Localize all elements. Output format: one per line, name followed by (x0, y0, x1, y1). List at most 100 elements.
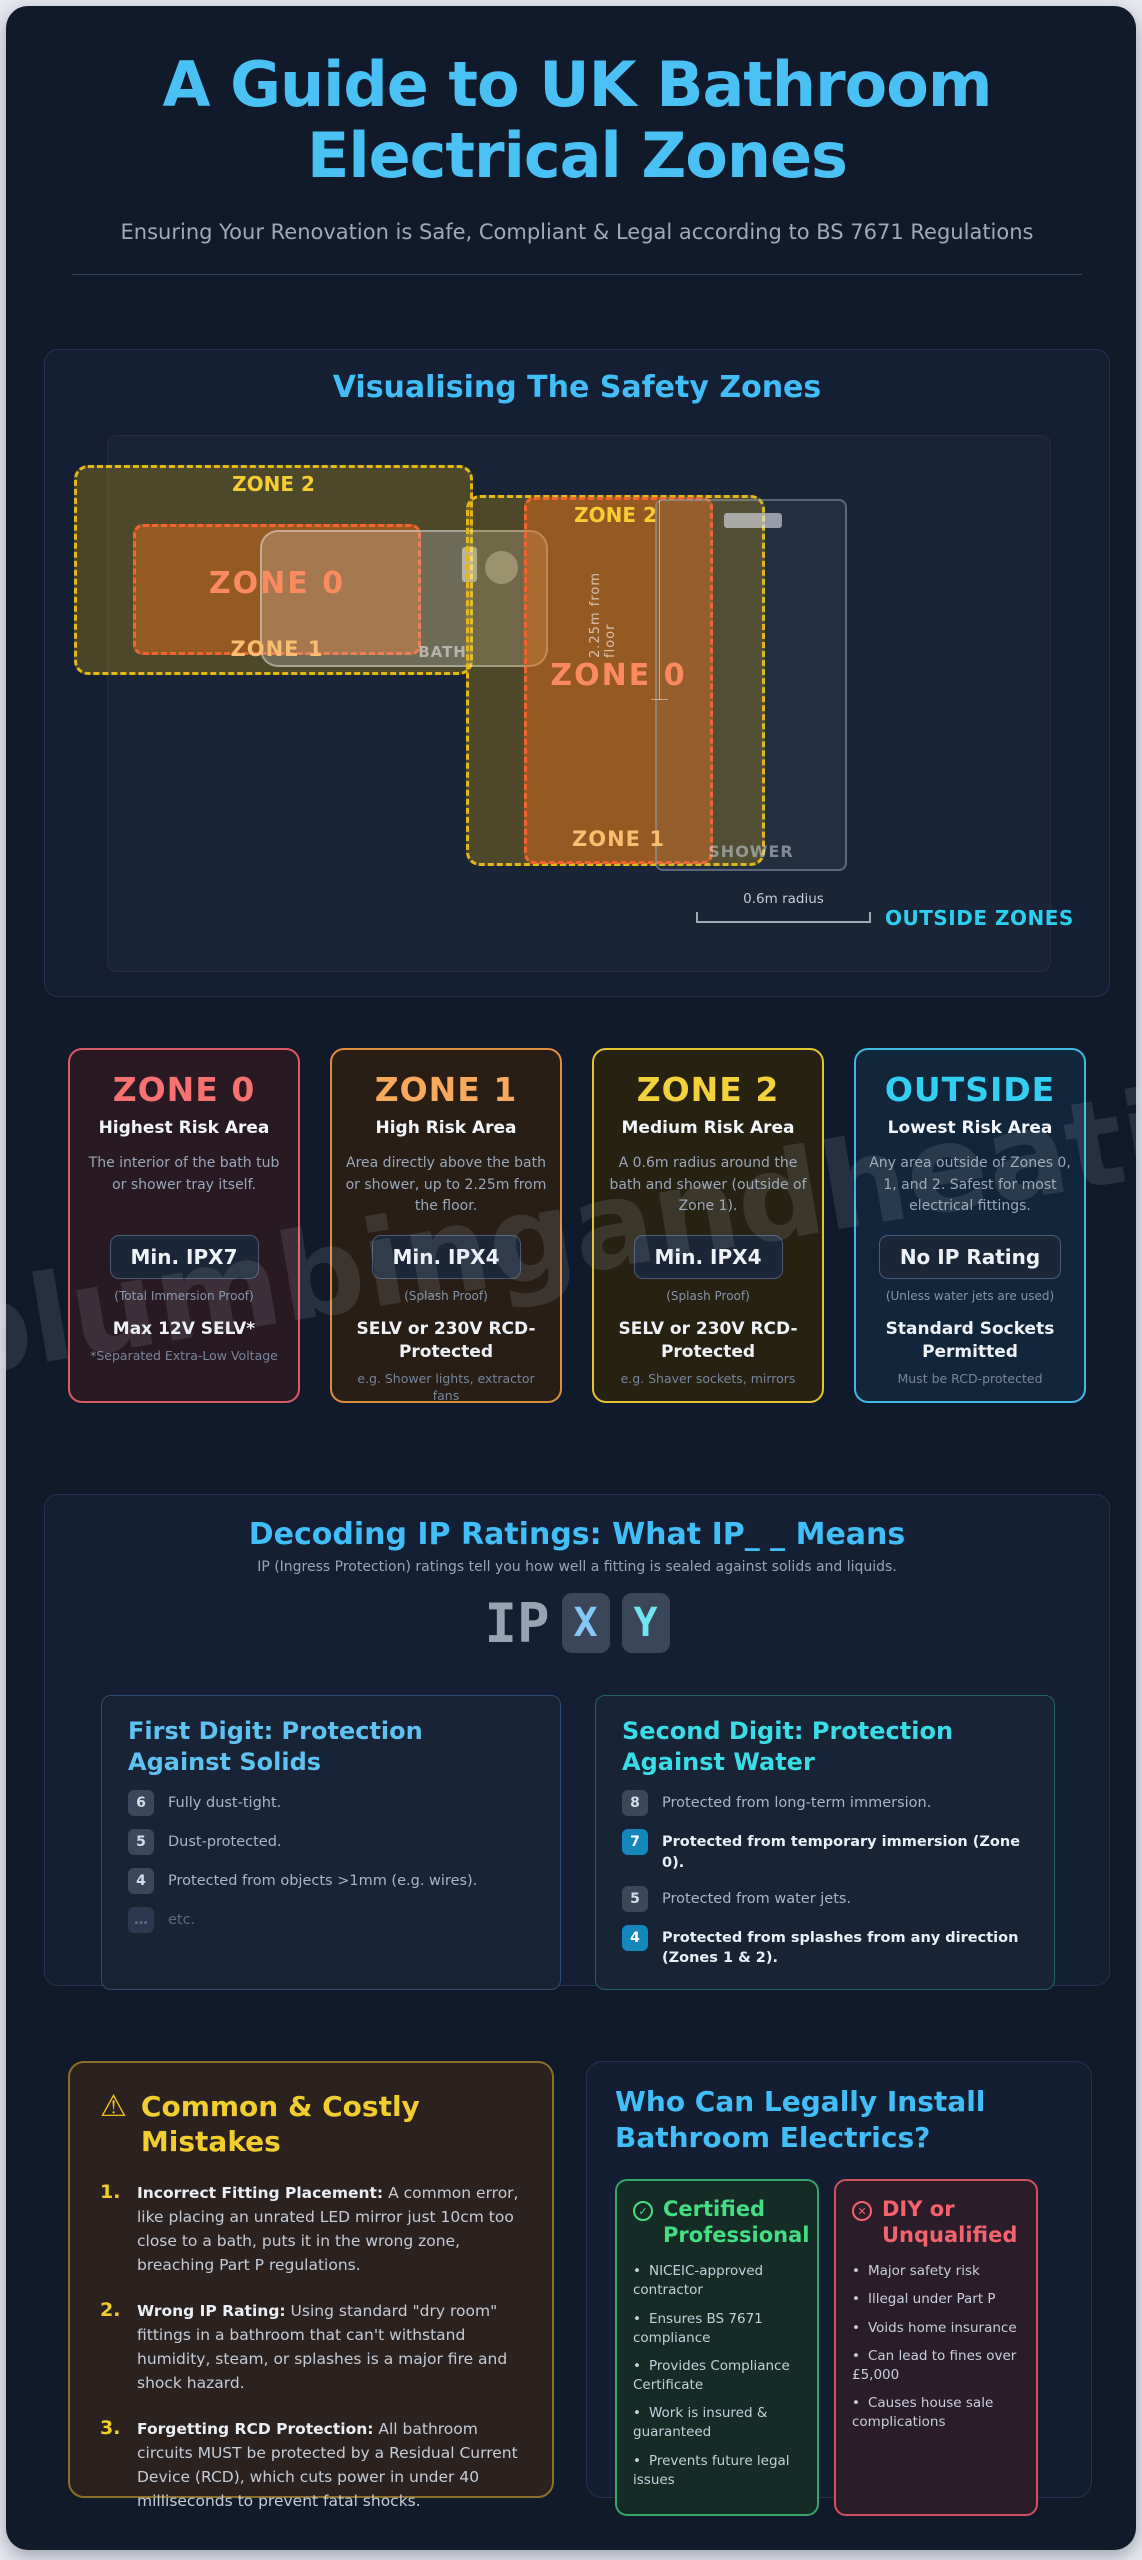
digit-text: Dust-protected. (168, 1834, 282, 1851)
solids-row: 6 Fully dust-tight. (128, 1790, 534, 1817)
mistake-item: 2. Wrong IP Rating: Using standard "dry … (100, 2299, 522, 2395)
bullet-icon: • (633, 2263, 641, 2280)
outside-requirement: Standard Sockets Permitted (885, 1319, 1055, 1362)
height-measure-line (659, 500, 660, 700)
mistake-detail: Using standard "dry room" fittings in a … (137, 2302, 508, 2393)
height-note-label: 2.25m from floor (588, 572, 618, 658)
zone1-note: e.g. Shower lights, extractor fans (357, 1370, 535, 1404)
list-item: • Voids home insurance (852, 2319, 1020, 2338)
zone0-desc: The interior of the bath tub or shower t… (88, 1155, 280, 1193)
legal-cards-row: ✓ Certified Professional • NICEIC-approve… (615, 2178, 1063, 2516)
digit-text: Protected from long-term immersion. (662, 1795, 932, 1812)
digit-text: etc. (168, 1912, 196, 1929)
bullet-icon: • (633, 2357, 641, 2374)
pro-benefits-list: • NICEIC-approved contractor • Ensures BS … (633, 2262, 801, 2490)
mistake-lead: Wrong IP Rating: (137, 2302, 286, 2321)
zone2-card: ZONE 2 Medium Risk Area A 0.6m radius ar… (592, 1048, 824, 1403)
water-row: 8 Protected from long-term immersion. (622, 1790, 1028, 1817)
outside-title: OUTSIDE (884, 1070, 1056, 1109)
list-item-text: Can lead to fines over £5,000 (852, 2347, 1017, 2383)
ip-prefix-label: IP (484, 1591, 550, 1655)
section-title-zones: Visualising The Safety Zones (332, 370, 822, 405)
infographic-card: A Guide to UK Bathroom Electrical Zones … (0, 6, 1142, 2550)
page-title-line2: Electrical Zones (307, 118, 848, 192)
list-item-text: Illegal under Part P (867, 2291, 996, 2308)
bullet-icon: • (852, 2319, 860, 2336)
outside-zones-label: OUTSIDE ZONES (885, 906, 1074, 930)
solids-row: … etc. (128, 1907, 534, 1934)
bullet-icon: • (852, 2395, 860, 2412)
diy-unqualified-card: ✕ DIY or Unqualified • Major safety risk … (834, 2178, 1038, 2516)
ip-ratings-section: Decoding IP Ratings: What IP_ _ Means IP… (44, 1494, 1110, 1990)
bullet-icon: • (852, 2347, 860, 2364)
shower-zone0-label: ZONE 0 (550, 658, 687, 693)
first-digit-card: First Digit: Protection Against Solids 6… (101, 1695, 561, 1990)
zone2-title: ZONE 2 (636, 1070, 780, 1109)
legal-title: Who Can Legally Install Bathroom Electri… (615, 2085, 986, 2155)
shower-enclosure-shape: SHOWER (655, 499, 847, 871)
page-subtitle: Ensuring Your Renovation is Safe, Compli… (120, 220, 1034, 244)
zone1-ip-badge: Min. IPX4 (371, 1235, 521, 1279)
radius-measure-label: 0.6m radius (743, 891, 824, 907)
outside-badge-note: (Unless water jets are used) (885, 1289, 1055, 1303)
diy-card-header: ✕ DIY or Unqualified (852, 2196, 1020, 2249)
solids-row: 5 Dust-protected. (128, 1829, 534, 1856)
bath-zone1-label: ZONE 1 (230, 637, 324, 661)
page-title: A Guide to UK Bathroom Electrical Zones (6, 49, 1142, 192)
shower-head-icon (724, 513, 782, 528)
zone0-risk: Highest Risk Area (98, 1118, 270, 1138)
cross-circle-icon: ✕ (852, 2200, 872, 2221)
mistake-detail: All bathroom circuits MUST be protected … (137, 2420, 518, 2511)
zone1-risk: High Risk Area (375, 1118, 517, 1138)
list-item-text: Provides Compliance Certificate (633, 2357, 790, 2394)
outside-note: Must be RCD-protected (897, 1370, 1043, 1386)
second-digit-title: Second Digit: Protection Against Water (622, 1717, 954, 1776)
second-digit-card: Second Digit: Protection Against Water 8… (595, 1695, 1055, 1990)
digit-text: Protected from temporary immersion (Zone… (662, 1834, 1021, 1871)
bath-faucet-icon (462, 547, 477, 582)
mistake-number: 2. (100, 2299, 121, 2322)
list-item: • Work is insured & guaranteed (633, 2404, 801, 2442)
outside-ip-badge: No IP Rating (878, 1235, 1062, 1279)
outside-risk: Lowest Risk Area (887, 1118, 1053, 1138)
bath-label: BATH (418, 643, 467, 661)
zone0-title: ZONE 0 (112, 1070, 256, 1109)
warning-icon: ⚠ (100, 2089, 127, 2124)
radius-measure-bracket (696, 912, 871, 923)
outside-desc: Any area outside of Zones 0, 1, and 2. S… (869, 1155, 1071, 1215)
bullet-icon: • (852, 2291, 860, 2308)
digit-badge: 4 (128, 1868, 154, 1895)
digit-text: Fully dust-tight. (168, 1795, 282, 1812)
list-item: • Causes house sale complications (852, 2394, 1020, 2432)
water-row-highlight: 7 Protected from temporary immersion (Zo… (622, 1829, 1028, 1873)
mistake-text: Incorrect Fitting Placement: A common er… (137, 2181, 522, 2277)
check-circle-icon: ✓ (633, 2200, 653, 2221)
height-measure-tick (651, 699, 668, 700)
list-item: • Provides Compliance Certificate (633, 2357, 801, 2395)
digit-text: Protected from splashes from any directi… (662, 1930, 1019, 1967)
shower-zone2-box (466, 495, 765, 866)
mistakes-section: ⚠ Common & Costly Mistakes 1. Incorrect … (68, 2061, 554, 2510)
solids-row: 4 Protected from objects >1mm (e.g. wire… (128, 1868, 534, 1895)
zone2-desc: A 0.6m radius around the bath and shower… (609, 1155, 807, 1215)
bath-zone2-label: ZONE 2 (232, 472, 315, 496)
bathtub-shape: BATH (260, 530, 548, 667)
diy-card-title: DIY or Unqualified (882, 2196, 1018, 2248)
list-item-text: NICEIC-approved contractor (633, 2263, 764, 2299)
bullet-icon: • (633, 2405, 641, 2422)
list-item: • Can lead to fines over £5,000 (852, 2347, 1020, 2385)
mistake-detail: A common error, like placing an unrated … (137, 2184, 519, 2275)
list-item: • NICEIC-approved contractor (633, 2262, 801, 2300)
list-item-text: Work is insured & guaranteed (633, 2405, 768, 2441)
bath-zone2-box (74, 465, 473, 675)
ip-y-box: Y (621, 1593, 670, 1653)
mistake-item: 3. Forgetting RCD Protection: All bathro… (100, 2417, 522, 2513)
mistake-number: 3. (100, 2417, 121, 2440)
zone2-ip-badge: Min. IPX4 (633, 1235, 783, 1279)
zone0-ip-badge: Min. IPX7 (109, 1235, 259, 1279)
ip-digit-cards: First Digit: Protection Against Solids 6… (101, 1695, 1055, 1990)
zone1-badge-note: (Splash Proof) (404, 1289, 488, 1303)
section-title-ip: Decoding IP Ratings: What IP_ _ Means (248, 1517, 906, 1552)
zone0-badge-note: (Total Immersion Proof) (114, 1289, 254, 1303)
